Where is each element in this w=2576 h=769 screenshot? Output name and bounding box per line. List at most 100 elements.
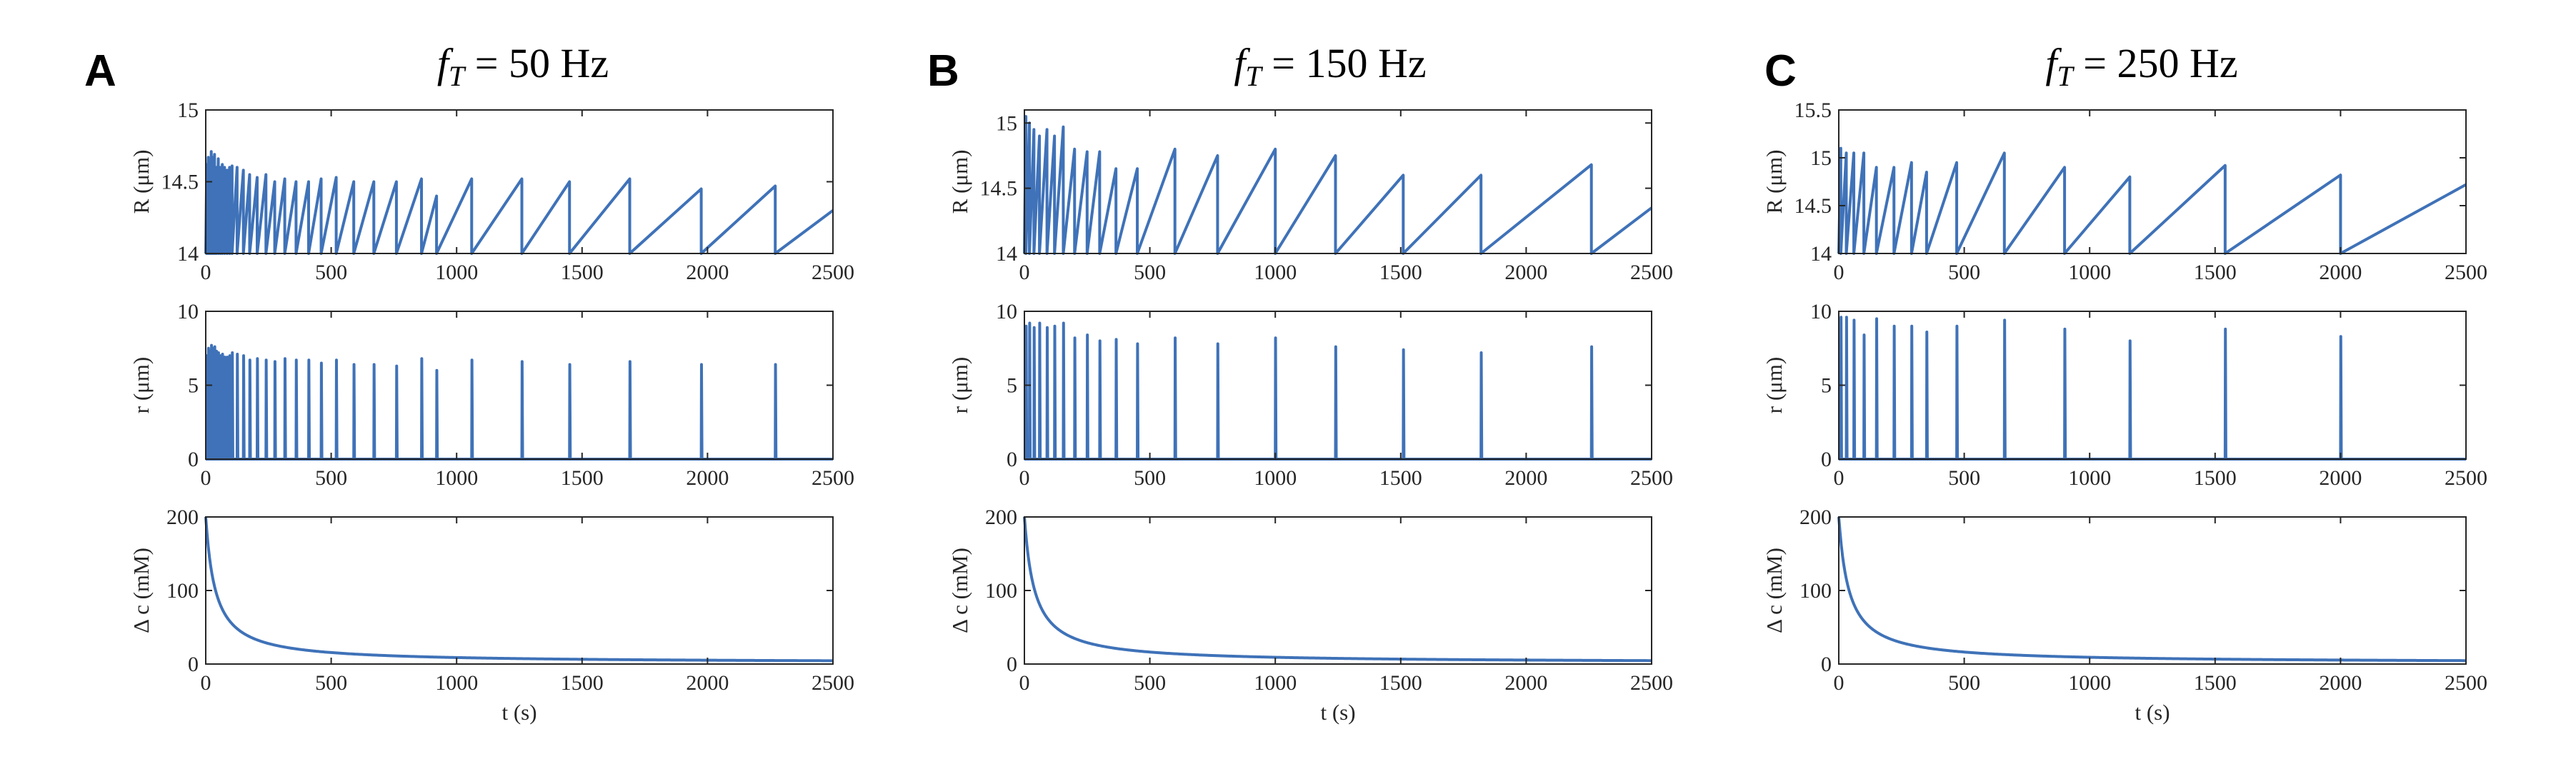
x-tick-label: 1000 [2068,671,2111,695]
series-line-a-r [204,150,834,255]
x-tick-label: 2000 [1504,671,1547,695]
axes-c-dc: 0 500 1000 1500 2000 2500 0 100 200 Δ c (mM) t (s) [1762,506,2487,725]
x-tick-label: 1500 [1379,466,1422,490]
x-tick-label: 2000 [1504,466,1547,490]
x-tick-label: 1000 [435,261,478,284]
series-line-b-dc [1023,516,1652,663]
y-axis-label: Δ c (mM) [1762,548,1787,633]
x-tick-label: 2000 [686,671,729,695]
x-tick-label: 2000 [2319,261,2362,284]
y-tick-label: 14.5 [161,171,199,194]
x-tick-label: 2000 [1504,261,1547,284]
title-value: = 50 Hz [464,40,609,86]
plot-frame-a-dc [205,516,834,665]
x-tick-label: 0 [1834,261,1844,284]
x-tick-label: 500 [1948,261,1980,284]
title-subscript: T [449,60,466,92]
panel-letter-b: B [927,46,959,96]
y-axis-label: Δ c (mM) [129,548,154,633]
x-tick-label: 1500 [2194,261,2237,284]
x-axis-label: t (s) [2135,700,2170,725]
x-tick-label: 2500 [1630,671,1673,695]
x-tick-label: 500 [1948,671,1980,695]
axes-c-r: 0 500 1000 1500 2000 2500 0 5 10 r (μm) [1762,300,2487,490]
x-tick-label: 2500 [812,671,854,695]
x-tick-label: 1000 [435,466,478,490]
x-tick-label: 2000 [2319,671,2362,695]
x-tick-label: 0 [1019,466,1030,490]
y-tick-label: 200 [166,506,199,529]
x-tick-label: 0 [201,261,211,284]
y-tick-label: 0 [188,448,199,471]
axes-b-r: 0 500 1000 1500 2000 2500 14 14.5 15 R (μm) [947,109,1673,284]
series-line-b-r [1023,115,1653,255]
x-tick-label: 2500 [812,261,854,284]
y-tick-label: 14.5 [1794,194,1832,218]
panel-title-b: fT = 150 Hz [1234,40,1426,92]
x-tick-label: 0 [1019,671,1030,695]
x-tick-label: 1500 [561,261,604,284]
plot-frame-c-dc [1838,516,2467,665]
y-axis-label: R (μm) [129,150,154,214]
y-axis-label: r (μm) [129,357,154,413]
title-value: = 150 Hz [1262,40,1427,86]
x-tick-label: 1000 [2068,466,2111,490]
y-tick-label: 100 [166,579,199,603]
x-tick-label: 500 [1134,466,1166,490]
x-tick-label: 0 [1834,466,1844,490]
series-line-a-dc [204,516,834,663]
axes-a-r: 0 500 1000 1500 2000 2500 14 14.5 15 R (μm) [129,99,854,284]
y-axis-label: R (μm) [1762,150,1787,214]
title-value: = 250 Hz [2073,40,2238,86]
x-tick-label: 2500 [2445,671,2487,695]
x-tick-label: 0 [1834,671,1844,695]
panel-title-c: fT = 250 Hz [2045,40,2237,92]
x-tick-label: 2000 [686,466,729,490]
x-tick-label: 1000 [1254,671,1297,695]
x-tick-label: 2500 [1630,466,1673,490]
x-tick-label: 500 [315,261,347,284]
x-tick-label: 1500 [561,466,604,490]
series-line-a-r [205,343,833,461]
x-tick-label: 1500 [2194,671,2237,695]
series-line-c-r [1839,316,2466,461]
x-tick-label: 500 [1134,671,1166,695]
y-tick-label: 10 [996,300,1017,323]
x-tick-label: 0 [201,671,211,695]
x-tick-label: 500 [315,671,347,695]
y-tick-label: 0 [1821,653,1832,676]
x-tick-label: 0 [1019,261,1030,284]
x-tick-label: 2500 [812,466,854,490]
x-tick-label: 500 [1134,261,1166,284]
y-tick-label: 10 [177,300,199,323]
axes-a-dc: 0 500 1000 1500 2000 2500 0 100 200 Δ c (mM) t (s) [129,506,854,725]
y-tick-label: 0 [188,653,199,676]
y-tick-label: 0 [1007,448,1017,471]
y-tick-label: 14 [1810,242,1832,266]
panel-letter-a: A [84,46,116,96]
y-tick-label: 14 [177,242,199,266]
y-tick-label: 15.5 [1794,99,1832,122]
y-tick-label: 5 [188,374,199,398]
series-line-b-r [1024,321,1652,461]
y-tick-label: 5 [1007,374,1017,398]
x-tick-label: 1500 [1379,671,1422,695]
plot-frame-b-dc [1024,516,1652,665]
x-tick-label: 1000 [1254,261,1297,284]
x-tick-label: 2000 [2319,466,2362,490]
x-tick-label: 2000 [686,261,729,284]
plot-frame-b-r [1024,109,1652,254]
y-tick-label: 200 [985,506,1017,529]
x-tick-label: 1000 [2068,261,2111,284]
axes-a-r: 0 500 1000 1500 2000 2500 0 5 10 r (μm) [129,300,854,490]
y-tick-label: 200 [1799,506,1832,529]
plot-frame-c-r [1838,311,2467,460]
x-tick-label: 500 [1948,466,1980,490]
y-tick-label: 0 [1007,653,1017,676]
y-tick-label: 15 [1810,146,1832,170]
y-tick-label: 5 [1821,374,1832,398]
plot-frame-a-r [205,311,834,460]
axes-b-r: 0 500 1000 1500 2000 2500 0 5 10 r (μm) [947,300,1673,490]
